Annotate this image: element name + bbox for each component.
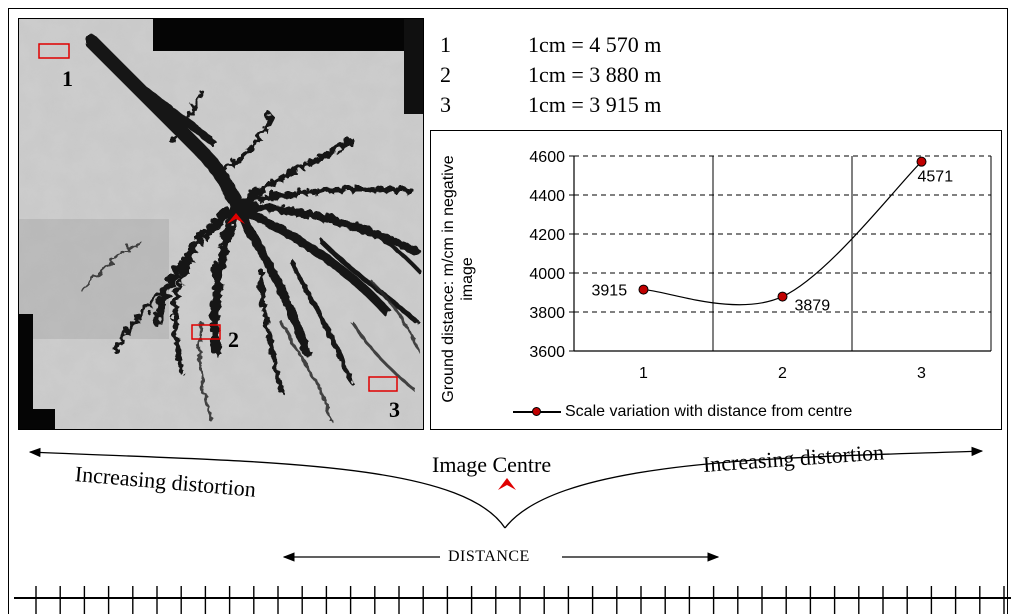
chart-box: Ground distance: m/cm in negative image … (430, 130, 1002, 430)
y-tick-label: 4000 (529, 266, 565, 283)
data-point (777, 291, 788, 302)
x-tick-label: 3 (917, 365, 926, 382)
y-tick-label: 3600 (529, 344, 565, 361)
legend-swatch (513, 406, 561, 418)
x-tick-label: 1 (639, 365, 648, 382)
distortion-diagram (14, 446, 1011, 614)
legend-label: Scale variation with distance from centr… (565, 403, 853, 420)
scale-list: 1 1cm = 4 570 m 2 1cm = 3 880 m 3 1cm = … (440, 30, 661, 120)
left-distortion-arrow (28, 447, 506, 529)
image-label-2: 2 (228, 327, 239, 352)
scale-value: 1cm = 3 915 m (528, 92, 662, 117)
scale-value: 1cm = 3 880 m (528, 62, 662, 87)
y-tick-label: 4200 (529, 227, 565, 244)
x-tick-label: 2 (778, 365, 787, 382)
figure-frame (8, 8, 1008, 614)
data-label: 3915 (592, 283, 628, 300)
image-label-3: 3 (389, 397, 400, 422)
scale-row: 2 1cm = 3 880 m (440, 60, 661, 90)
satellite-image-graphic: 1 2 3 (19, 19, 423, 429)
y-tick-label: 4600 (529, 149, 565, 166)
image-centre-label: Image Centre (432, 452, 552, 477)
satellite-image: 1 2 3 (18, 18, 424, 430)
chart-plot: 3600 3800 4000 4200 4400 4600 1 2 3 3915 3879 4571 (529, 149, 992, 382)
distance-ruler (14, 586, 1011, 614)
centre-marker-icon (227, 213, 245, 224)
data-label: 4571 (918, 169, 954, 186)
scale-number: 2 (440, 62, 451, 87)
data-label: 3879 (795, 298, 831, 315)
scale-number: 1 (440, 32, 451, 57)
series-line (643, 161, 922, 306)
sample-box-1 (38, 43, 70, 59)
image-centre-marker-icon (498, 478, 516, 490)
data-point (638, 284, 649, 295)
y-tick-label: 3800 (529, 305, 565, 322)
scale-number: 3 (440, 92, 451, 117)
data-point (916, 156, 927, 167)
sample-box-3 (368, 376, 398, 392)
scale-row: 1 1cm = 4 570 m (440, 30, 661, 60)
scale-value: 1cm = 4 570 m (528, 32, 662, 57)
image-label-1: 1 (62, 66, 73, 91)
scale-row: 3 1cm = 3 915 m (440, 90, 661, 120)
sample-box-2 (191, 324, 221, 340)
right-distortion-arrow (504, 446, 984, 529)
y-tick-label: 4400 (529, 188, 565, 205)
distance-label: DISTANCE (448, 548, 530, 565)
chart-legend: Scale variation with distance from centr… (513, 403, 852, 421)
